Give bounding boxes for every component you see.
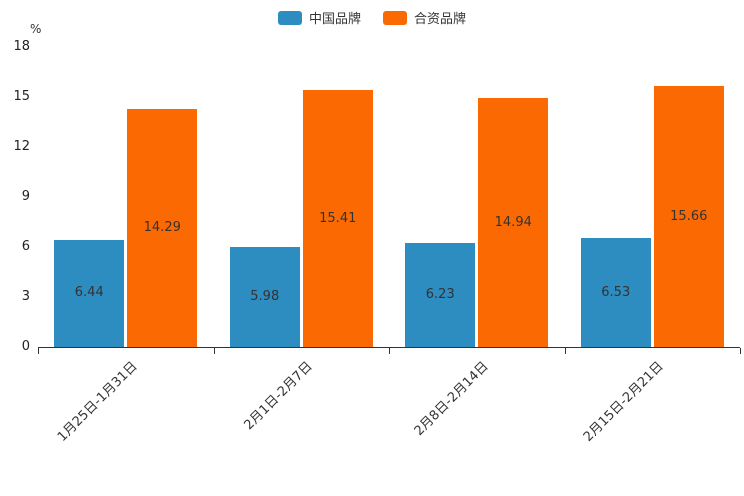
legend-item-joint-venture-brand[interactable]: 合资品牌: [383, 8, 466, 27]
x-axis-tickmark: [38, 348, 39, 354]
bar-value-label: 6.44: [74, 285, 104, 301]
bar-value-label: 15.41: [319, 210, 357, 226]
x-axis-category-label: 1月25日-1月31日: [54, 359, 141, 445]
bar-value-label: 14.29: [143, 219, 181, 235]
bar-joint-venture-brand: [653, 86, 724, 347]
bar-joint-venture-brand: [127, 108, 198, 347]
legend-swatch-china-brand-icon: [277, 10, 302, 25]
bar-china-brand: [54, 239, 125, 347]
bar-china-brand: [405, 243, 476, 347]
x-axis-tickmark: [213, 348, 215, 354]
y-axis-tick-label: 6: [21, 239, 30, 254]
legend-label-joint-venture-brand: 合资品牌: [414, 12, 467, 27]
y-axis-tick-label: 9: [21, 189, 30, 204]
bar-joint-venture-brand: [302, 90, 373, 347]
y-axis-tick-label: 0: [21, 339, 30, 354]
bar-value-label: 6.53: [601, 284, 631, 300]
y-axis-tick-label: 18: [13, 39, 30, 54]
legend-label-china-brand: 中国品牌: [308, 12, 361, 27]
x-axis-category-label: 2月15日-2月21日: [581, 359, 667, 445]
y-axis-tick-label: 12: [13, 139, 30, 154]
y-axis-tick-label: 15: [13, 89, 30, 104]
x-axis-tickmark: [564, 348, 566, 354]
legend-swatch-joint-venture-brand-icon: [383, 10, 407, 25]
y-axis-unit-label: %: [30, 22, 42, 36]
bar-value-label: 6.23: [425, 287, 455, 303]
x-axis-line: [38, 347, 740, 348]
x-axis-category-label: 2月1日-2月7日: [241, 359, 316, 434]
bar-china-brand: [229, 247, 300, 347]
bar-value-label: 5.98: [250, 289, 280, 305]
y-axis-tick-label: 3: [21, 289, 30, 304]
x-axis-tickmark: [389, 348, 390, 354]
bar-value-label: 15.66: [670, 208, 708, 224]
legend-item-china-brand[interactable]: 中国品牌: [277, 8, 361, 27]
chart-legend: 中国品牌 合资品牌: [0, 8, 744, 27]
bar-joint-venture-brand: [478, 98, 549, 347]
bar-china-brand: [580, 238, 651, 347]
bar-value-label: 14.94: [494, 214, 532, 230]
x-axis-category-label: 2月8日-2月14日: [411, 359, 492, 439]
x-axis-tickmark: [740, 348, 741, 354]
